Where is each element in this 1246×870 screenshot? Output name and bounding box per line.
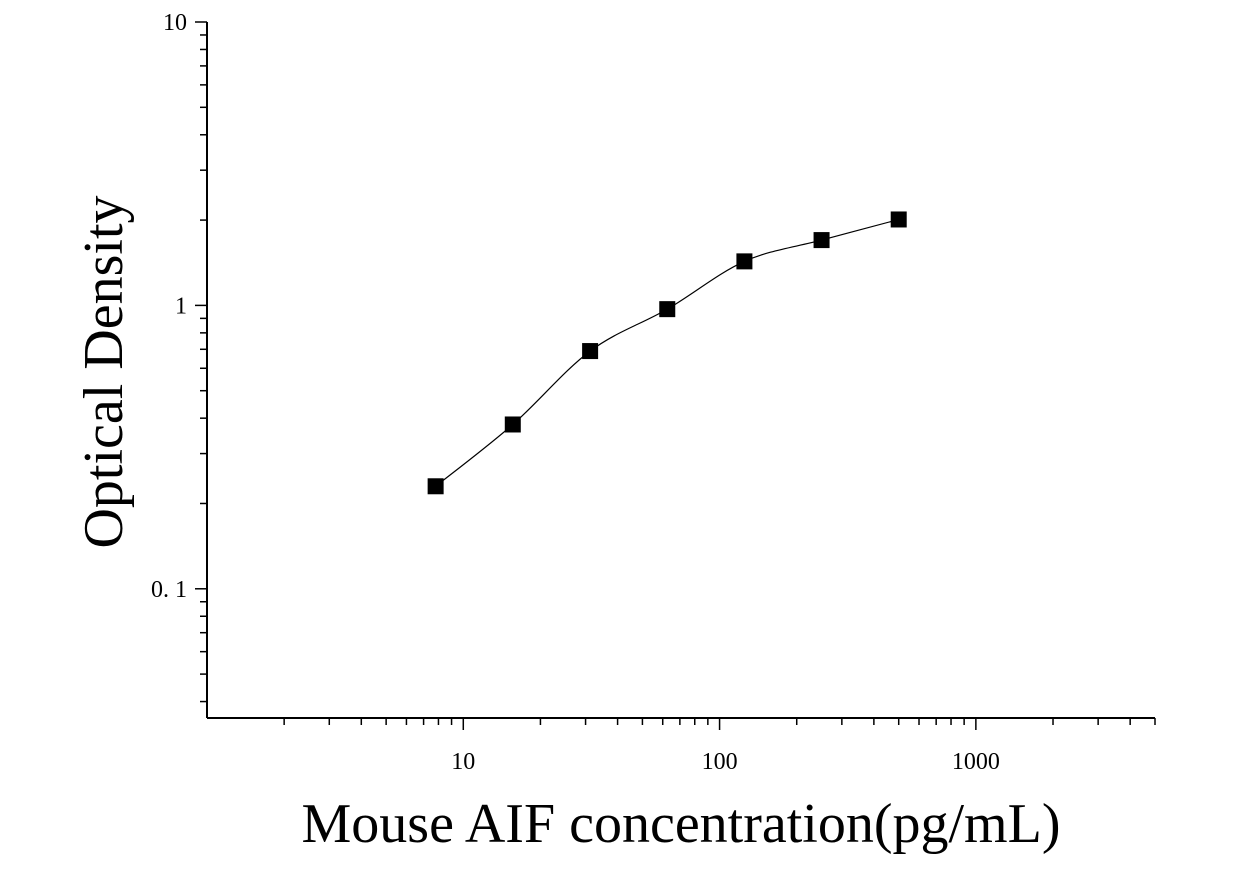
data-point [890,211,907,228]
axes [206,22,1155,719]
tick-labels: 10 100 1000 0. 1 1 10 [151,10,1000,775]
data-point [659,301,676,318]
y-axis-title: Optical Density [73,195,135,548]
y-tick-label: 1 [175,293,187,319]
data-point [736,253,753,270]
fit-curve [435,218,899,487]
data-point [427,478,444,495]
x-tick-label: 10 [451,749,475,775]
data-points [427,211,907,495]
y-tick-label: 10 [163,10,187,36]
x-tick-label: 1000 [952,749,1000,775]
data-point [813,232,830,249]
data-point [504,416,521,433]
y-tick-label: 0. 1 [151,577,187,603]
ticks [195,21,1156,730]
x-axis-title: Mouse AIF concentration(pg/mL) [302,793,1061,855]
data-point [582,343,599,360]
x-tick-label: 100 [702,749,738,775]
